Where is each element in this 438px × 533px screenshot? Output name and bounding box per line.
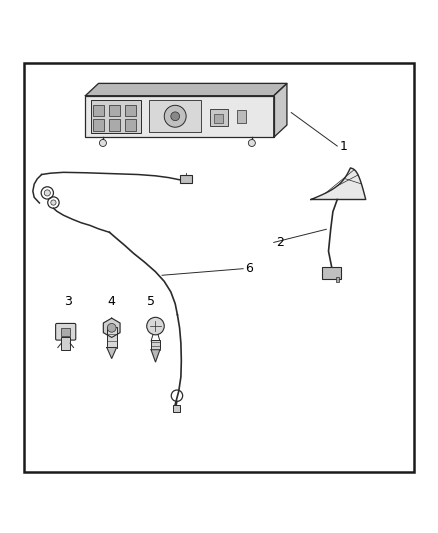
Bar — [214, 114, 223, 123]
Bar — [336, 278, 339, 282]
Bar — [173, 405, 180, 412]
Bar — [107, 327, 117, 348]
Text: 3: 3 — [64, 295, 72, 308]
Text: 5: 5 — [147, 295, 155, 308]
Circle shape — [51, 200, 56, 205]
Circle shape — [44, 190, 50, 196]
FancyBboxPatch shape — [56, 324, 76, 340]
Bar — [24, 63, 414, 472]
Bar — [93, 105, 104, 116]
Text: 6: 6 — [245, 262, 253, 275]
Polygon shape — [311, 168, 366, 199]
Bar — [93, 119, 104, 131]
Polygon shape — [85, 84, 287, 96]
Text: 4: 4 — [108, 295, 116, 308]
Bar — [61, 337, 70, 350]
Bar — [125, 119, 136, 131]
Text: 2: 2 — [276, 236, 284, 249]
Polygon shape — [103, 318, 120, 337]
Bar — [322, 266, 341, 279]
Bar — [109, 119, 120, 131]
Bar — [61, 328, 70, 336]
Text: 1: 1 — [339, 140, 347, 152]
Circle shape — [171, 112, 180, 120]
Circle shape — [107, 324, 116, 332]
Bar — [91, 100, 141, 133]
Circle shape — [164, 106, 186, 127]
Polygon shape — [274, 84, 287, 138]
Circle shape — [248, 140, 255, 147]
Bar — [210, 109, 228, 126]
Bar — [125, 105, 136, 116]
Bar — [151, 340, 160, 350]
Bar — [85, 96, 274, 138]
Circle shape — [99, 140, 106, 147]
Polygon shape — [151, 350, 160, 362]
Bar — [109, 105, 120, 116]
Circle shape — [147, 317, 164, 335]
Polygon shape — [107, 348, 117, 359]
Bar — [149, 101, 201, 132]
Bar — [180, 175, 192, 183]
Bar — [237, 110, 246, 123]
